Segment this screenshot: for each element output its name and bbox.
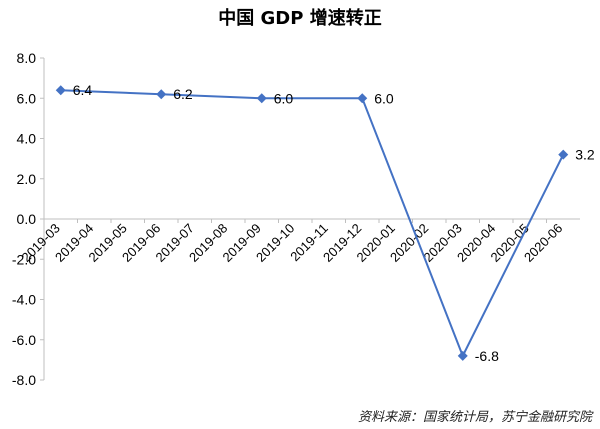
y-tick-label: 2.0 bbox=[17, 171, 37, 187]
y-tick-label: 0.0 bbox=[17, 211, 37, 227]
y-tick-label: -6.0 bbox=[12, 332, 36, 348]
data-point-marker bbox=[156, 89, 167, 100]
y-tick-label: 4.0 bbox=[17, 131, 37, 147]
data-label: 3.2 bbox=[575, 147, 595, 163]
data-point-marker bbox=[256, 93, 267, 104]
data-point-marker bbox=[558, 149, 569, 160]
y-tick-label: 6.0 bbox=[17, 90, 37, 106]
series-line bbox=[60, 89, 565, 359]
chart-title: 中国 GDP 增速转正 bbox=[218, 8, 382, 29]
y-tick-label: 8.0 bbox=[17, 50, 37, 66]
y-tick-label: -2.0 bbox=[12, 251, 36, 267]
x-tick-labels: 2019-032019-042019-052019-062019-072019-… bbox=[19, 221, 566, 265]
source-note: 资料来源：国家统计局，苏宁金融研究院 bbox=[357, 410, 592, 425]
chart-axes bbox=[40, 57, 580, 381]
data-label: 6.4 bbox=[73, 82, 93, 98]
series-line-path bbox=[60, 89, 565, 359]
data-label: 6.0 bbox=[274, 90, 294, 106]
y-tick-labels: 8.0 6.0 4.0 2.0 0.0 -2.0 -4.0 -6.0 -8.0 bbox=[12, 50, 36, 388]
data-label: 6.0 bbox=[374, 90, 394, 106]
data-labels: 6.4 6.2 6.0 6.0 -6.8 3.2 bbox=[73, 82, 595, 364]
y-tick-label: -8.0 bbox=[12, 372, 36, 388]
y-tick-label: -4.0 bbox=[12, 292, 36, 308]
data-point-marker bbox=[357, 93, 368, 104]
data-point-marker bbox=[55, 85, 66, 96]
data-label: 6.2 bbox=[173, 86, 193, 102]
data-label: -6.8 bbox=[475, 348, 499, 364]
data-markers bbox=[55, 85, 569, 361]
data-point-marker bbox=[457, 350, 468, 361]
